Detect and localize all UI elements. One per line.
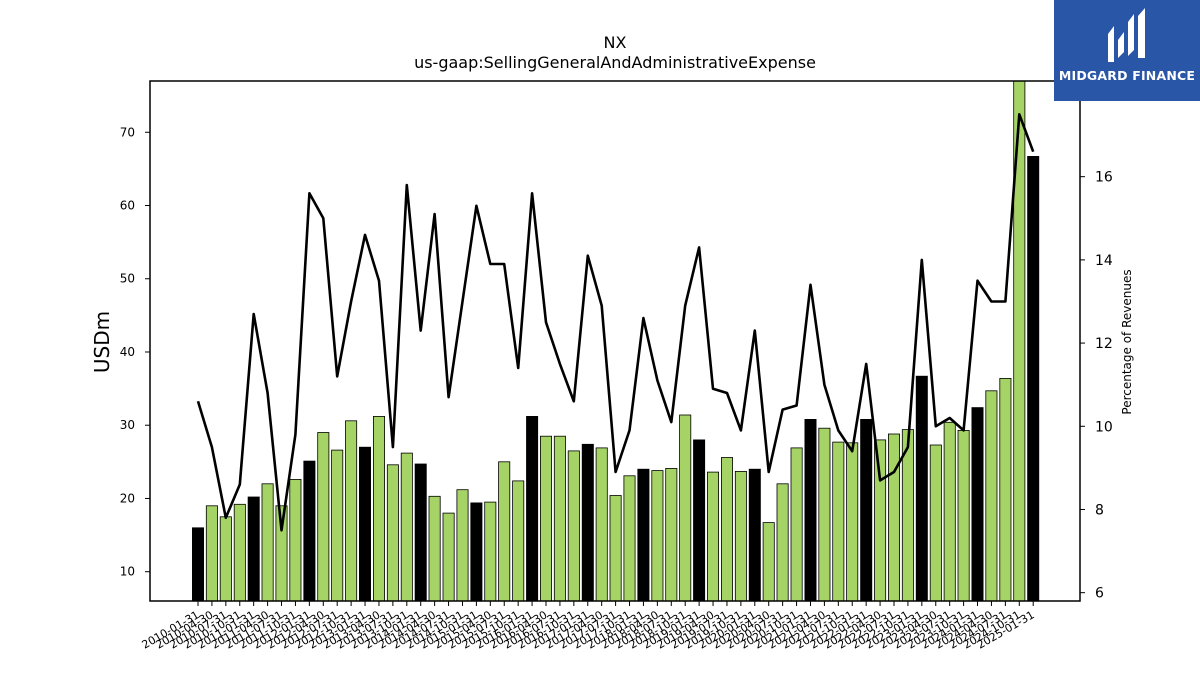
bar xyxy=(776,483,789,602)
bar xyxy=(846,442,859,602)
bar xyxy=(721,457,734,602)
chart-title: NX xyxy=(604,33,627,52)
y-tick-label: 70 xyxy=(120,125,135,139)
bar xyxy=(943,421,956,602)
y-tick-label: 40 xyxy=(120,345,135,359)
bar xyxy=(372,415,385,602)
y-tick-label: 60 xyxy=(120,199,135,213)
bar xyxy=(609,495,622,602)
y2-tick-label: 14 xyxy=(1095,253,1113,269)
bar xyxy=(748,468,761,602)
bar xyxy=(442,512,455,602)
bar xyxy=(191,527,204,602)
bar xyxy=(526,415,539,602)
y-tick-label: 20 xyxy=(120,491,135,505)
bar xyxy=(888,433,901,602)
bar xyxy=(665,467,678,602)
bar xyxy=(219,516,232,602)
bar xyxy=(860,418,873,602)
line-group xyxy=(196,113,1035,532)
bar xyxy=(205,505,218,602)
line-series xyxy=(196,113,1035,532)
logo-mark-icon xyxy=(1108,8,1145,62)
bar xyxy=(567,450,580,602)
chart-subtitle: us-gaap:SellingGeneralAndAdministrativeE… xyxy=(414,53,816,72)
bar xyxy=(345,420,358,602)
bar xyxy=(734,470,747,602)
bar xyxy=(1027,155,1040,602)
bar xyxy=(693,439,706,602)
y-tick-label: 10 xyxy=(120,565,135,579)
y2-tick-label: 6 xyxy=(1095,586,1104,602)
bar xyxy=(581,443,594,602)
bar xyxy=(651,470,664,602)
y-axis-label: USDm xyxy=(90,311,114,373)
bars-group xyxy=(191,80,1040,602)
bar xyxy=(999,377,1012,602)
bar xyxy=(957,429,970,602)
logo: MIDGARD FINANCE xyxy=(1054,0,1200,101)
bar xyxy=(358,446,371,602)
bar xyxy=(470,502,483,602)
y2-tick-label: 8 xyxy=(1095,502,1104,518)
bar xyxy=(317,432,330,602)
bar xyxy=(707,471,720,602)
x-axis: 2010-01-312010-04-302010-07-312010-10-31… xyxy=(140,601,1037,652)
bar xyxy=(818,427,831,602)
bar xyxy=(540,435,553,602)
bar xyxy=(289,478,302,602)
y-axis-left: 10 20 30 40 50 60 70 xyxy=(120,125,150,579)
bar xyxy=(790,447,803,602)
bar xyxy=(637,468,650,602)
logo-text: MIDGARD FINANCE xyxy=(1058,68,1196,83)
bar xyxy=(915,375,928,602)
bar xyxy=(971,407,984,602)
bar xyxy=(679,414,692,602)
y2-tick-label: 16 xyxy=(1095,170,1113,186)
bar xyxy=(484,501,497,602)
bar xyxy=(985,390,998,602)
bar xyxy=(553,435,566,602)
bar xyxy=(804,418,817,602)
bar xyxy=(762,522,775,602)
bar xyxy=(233,503,246,602)
y2-tick-label: 12 xyxy=(1095,336,1113,352)
bar xyxy=(874,439,887,602)
bar xyxy=(331,449,344,602)
bar xyxy=(512,480,525,602)
y2-tick-label: 10 xyxy=(1095,419,1113,435)
bar xyxy=(595,447,608,602)
bar xyxy=(261,483,274,602)
bar xyxy=(247,496,260,602)
bar xyxy=(929,444,942,602)
bar xyxy=(428,495,441,602)
bar xyxy=(498,461,511,602)
y-tick-label: 30 xyxy=(120,418,135,432)
bar xyxy=(623,475,636,602)
bar xyxy=(414,463,427,602)
bar xyxy=(386,464,399,602)
plot-frame xyxy=(149,80,1081,602)
y-tick-label: 50 xyxy=(120,272,135,286)
y2-axis-label: Percentage of Revenues xyxy=(1120,269,1134,414)
bar xyxy=(303,460,316,602)
bar xyxy=(400,452,413,602)
bar xyxy=(456,489,469,602)
y-axis-right: 6 8 10 12 14 16 xyxy=(1080,170,1113,602)
bar xyxy=(832,441,845,602)
